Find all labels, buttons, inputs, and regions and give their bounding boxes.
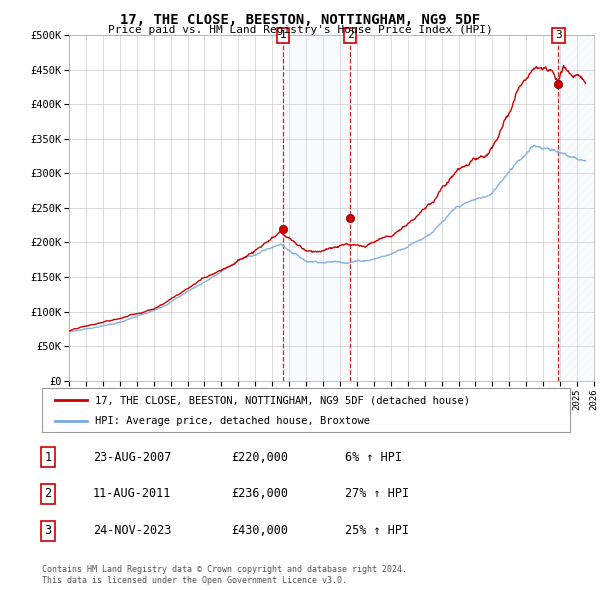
Text: £220,000: £220,000 [231,451,288,464]
Text: 2: 2 [347,31,353,40]
Bar [283,35,350,381]
Text: HPI: Average price, detached house, Broxtowe: HPI: Average price, detached house, Brox… [95,416,370,426]
Text: 1: 1 [280,31,286,40]
Text: 6% ↑ HPI: 6% ↑ HPI [345,451,402,464]
Text: 17, THE CLOSE, BEESTON, NOTTINGHAM, NG9 5DF: 17, THE CLOSE, BEESTON, NOTTINGHAM, NG9 … [120,13,480,27]
FancyBboxPatch shape [42,388,570,432]
Text: 3: 3 [44,525,52,537]
Text: 27% ↑ HPI: 27% ↑ HPI [345,487,409,500]
Text: 23-AUG-2007: 23-AUG-2007 [93,451,172,464]
Text: £236,000: £236,000 [231,487,288,500]
Bar [559,35,594,381]
Text: 24-NOV-2023: 24-NOV-2023 [93,525,172,537]
Text: Price paid vs. HM Land Registry's House Price Index (HPI): Price paid vs. HM Land Registry's House … [107,25,493,35]
Text: 17, THE CLOSE, BEESTON, NOTTINGHAM, NG9 5DF (detached house): 17, THE CLOSE, BEESTON, NOTTINGHAM, NG9 … [95,395,470,405]
Text: 11-AUG-2011: 11-AUG-2011 [93,487,172,500]
Text: Contains HM Land Registry data © Crown copyright and database right 2024.
This d: Contains HM Land Registry data © Crown c… [42,565,407,585]
Text: 2: 2 [44,487,52,500]
Text: 1: 1 [44,451,52,464]
Text: 3: 3 [555,31,562,40]
Text: £430,000: £430,000 [231,525,288,537]
Text: 25% ↑ HPI: 25% ↑ HPI [345,525,409,537]
